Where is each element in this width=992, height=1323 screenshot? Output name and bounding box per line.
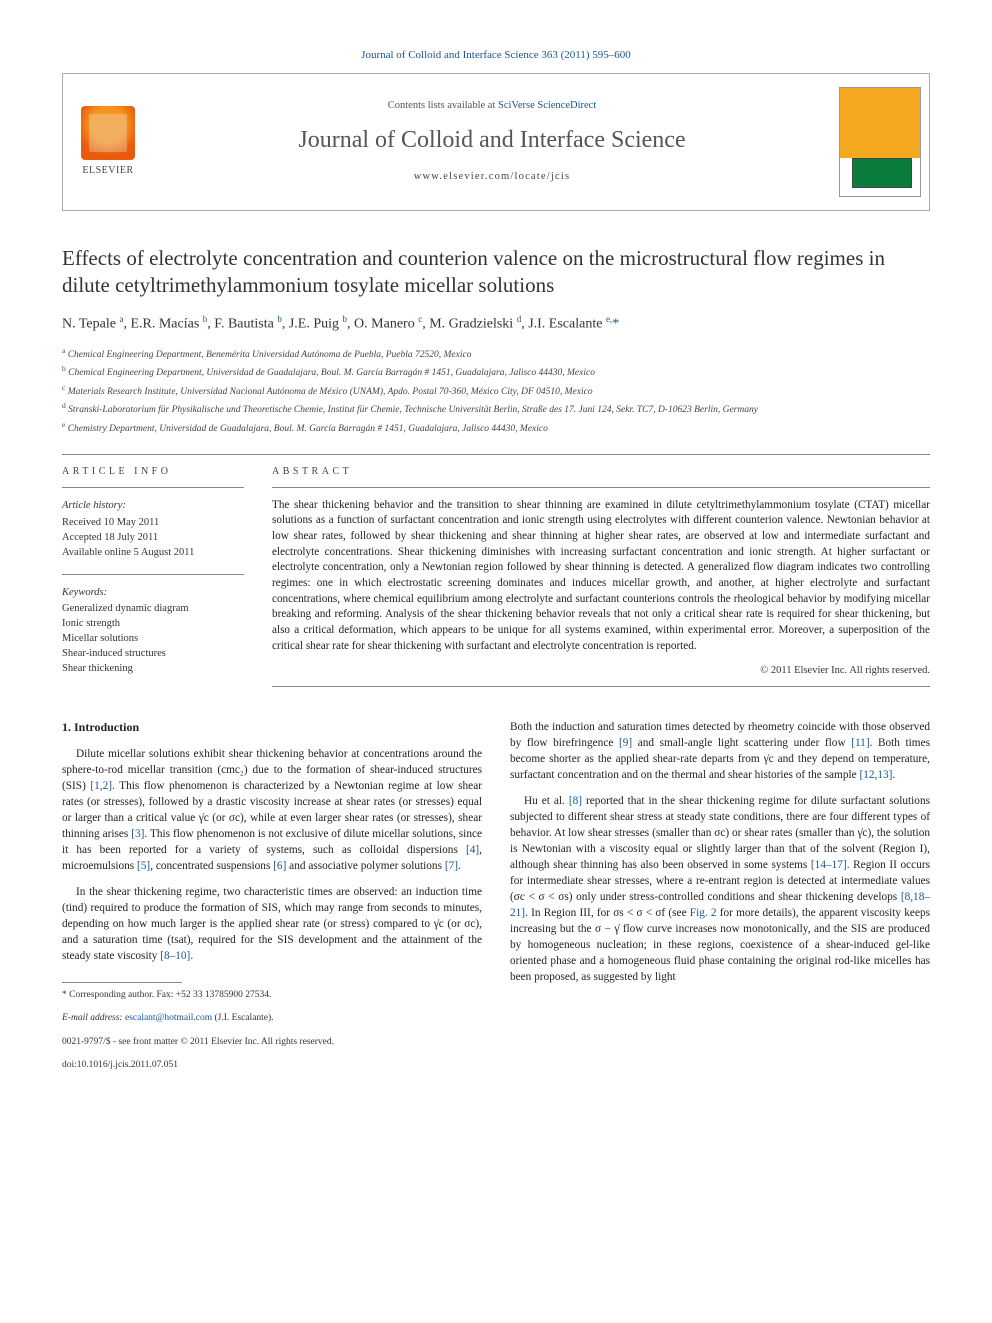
received-date: Received 10 May 2011 [62, 515, 244, 530]
article-title: Effects of electrolyte concentration and… [62, 245, 930, 300]
intro-heading: 1. Introduction [62, 719, 482, 736]
issn-line: 0021-9797/$ - see front matter © 2011 El… [62, 1036, 482, 1049]
journal-url[interactable]: www.elsevier.com/locate/jcis [414, 170, 571, 184]
sciencedirect-link[interactable]: SciVerse ScienceDirect [498, 100, 596, 111]
header-center: Contents lists available at SciVerse Sci… [153, 74, 831, 210]
journal-header: ELSEVIER Contents lists available at Sci… [62, 73, 930, 211]
email-link[interactable]: escalant@hotmail.com [125, 1013, 212, 1023]
journal-title: Journal of Colloid and Interface Science [298, 124, 685, 156]
accepted-date: Accepted 18 July 2011 [62, 530, 244, 545]
contents-line: Contents lists available at SciVerse Sci… [388, 99, 596, 113]
contents-prefix: Contents lists available at [388, 100, 498, 111]
keyword: Shear-induced structures [62, 646, 244, 661]
doi-line: doi:10.1016/j.jcis.2011.07.051 [62, 1059, 482, 1072]
intro-p3: Both the induction and saturation times … [510, 719, 930, 783]
keywords-block: Keywords: Generalized dynamic diagram Io… [62, 585, 244, 676]
citation-line: Journal of Colloid and Interface Science… [62, 48, 930, 63]
abstract-text: The shear thickening behavior and the tr… [272, 498, 930, 655]
abstract-label: ABSTRACT [272, 455, 930, 488]
intro-p1: Dilute micellar solutions exhibit shear … [62, 746, 482, 874]
affiliations: a Chemical Engineering Department, Benem… [62, 345, 930, 436]
info-label: ARTICLE INFO [62, 455, 244, 488]
keyword: Shear thickening [62, 661, 244, 676]
online-date: Available online 5 August 2011 [62, 545, 244, 560]
author-list: N. Tepale a, E.R. Macías b, F. Bautista … [62, 313, 930, 335]
keywords-label: Keywords: [62, 585, 244, 600]
keyword: Ionic strength [62, 616, 244, 631]
info-abstract-row: ARTICLE INFO Article history: Received 1… [62, 455, 930, 691]
journal-cover [831, 74, 929, 210]
keyword: Micellar solutions [62, 631, 244, 646]
divider [272, 686, 930, 687]
cover-image [839, 87, 921, 197]
intro-p2: In the shear thickening regime, two char… [62, 884, 482, 964]
elsevier-label: ELSEVIER [82, 164, 133, 178]
body-columns: 1. Introduction Dilute micellar solution… [62, 719, 930, 1073]
email-suffix: (J.I. Escalante). [212, 1013, 273, 1023]
abstract-copyright: © 2011 Elsevier Inc. All rights reserved… [272, 664, 930, 678]
corresponding-author: * Corresponding author. Fax: +52 33 1378… [62, 989, 482, 1002]
divider [62, 574, 244, 575]
email-label: E-mail address: [62, 1013, 123, 1023]
article-info: ARTICLE INFO Article history: Received 1… [62, 455, 244, 691]
abstract: ABSTRACT The shear thickening behavior a… [272, 455, 930, 691]
footnote-separator [62, 982, 182, 983]
elsevier-logo: ELSEVIER [63, 74, 153, 210]
keyword: Generalized dynamic diagram [62, 601, 244, 616]
history-label: Article history: [62, 498, 244, 513]
article-history: Article history: Received 10 May 2011 Ac… [62, 498, 244, 561]
intro-p4: Hu et al. [8] reported that in the shear… [510, 793, 930, 985]
email-line: E-mail address: escalant@hotmail.com (J.… [62, 1012, 482, 1025]
elsevier-tree-icon [81, 106, 135, 160]
page: Journal of Colloid and Interface Science… [0, 0, 992, 1112]
